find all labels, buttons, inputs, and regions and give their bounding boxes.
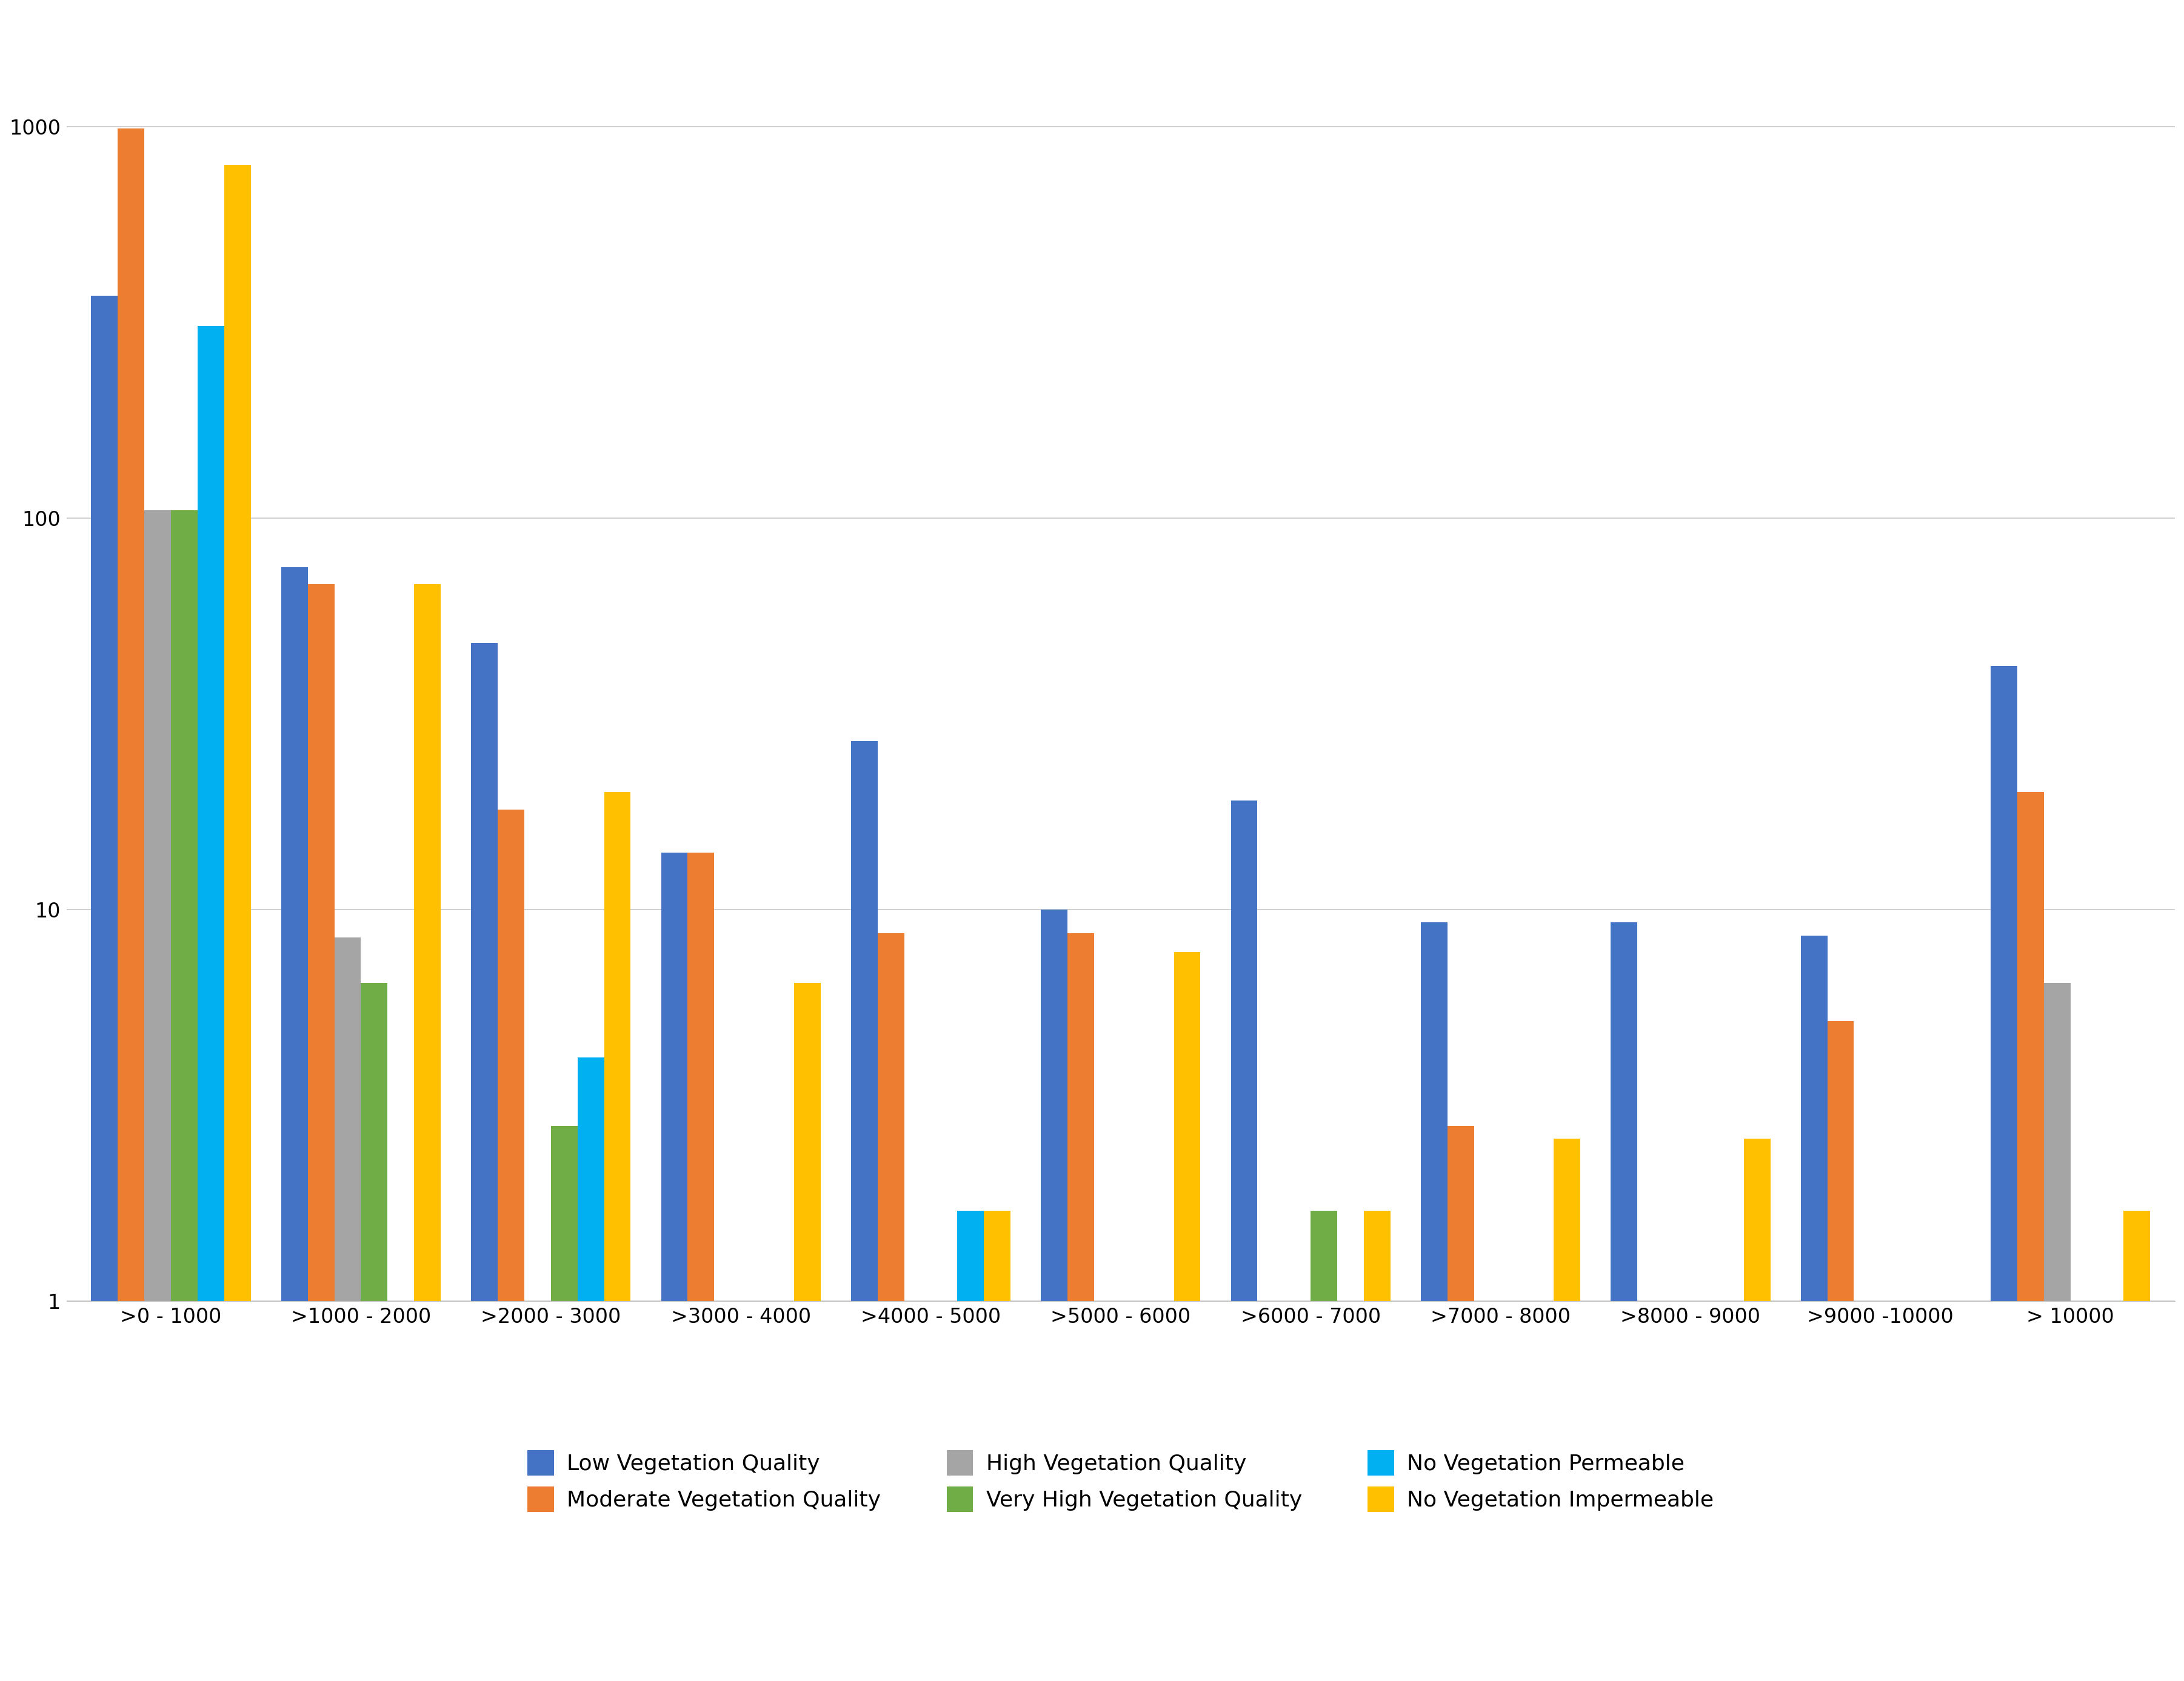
Bar [2018, 792, 2044, 1681]
Bar [605, 792, 631, 1681]
Bar [1448, 1126, 1474, 1681]
Bar [1042, 909, 1068, 1681]
Bar [2123, 1210, 2151, 1681]
Bar [498, 810, 524, 1681]
Bar [1173, 951, 1201, 1681]
Bar [1310, 1210, 1337, 1681]
Bar [1363, 1210, 1391, 1681]
Bar [852, 741, 878, 1681]
Bar [334, 938, 360, 1681]
Bar [1232, 800, 1258, 1681]
Bar [1802, 935, 1828, 1681]
Bar [550, 1126, 577, 1681]
Bar [1828, 1020, 1854, 1681]
Bar [878, 933, 904, 1681]
Bar [985, 1210, 1011, 1681]
Bar [415, 583, 441, 1681]
Legend: Low Vegetation Quality, Moderate Vegetation Quality, High Vegetation Quality, Ve: Low Vegetation Quality, Moderate Vegetat… [520, 1441, 1723, 1520]
Bar [308, 583, 334, 1681]
Bar [92, 296, 118, 1681]
Bar [472, 644, 498, 1681]
Bar [118, 129, 144, 1681]
Bar [957, 1210, 985, 1681]
Bar [577, 1057, 605, 1681]
Bar [1553, 1138, 1581, 1681]
Bar [225, 165, 251, 1681]
Bar [282, 566, 308, 1681]
Bar [688, 852, 714, 1681]
Bar [170, 509, 197, 1681]
Bar [1612, 923, 1638, 1681]
Bar [1422, 923, 1448, 1681]
Bar [1068, 933, 1094, 1681]
Bar [662, 852, 688, 1681]
Bar [360, 983, 387, 1681]
Bar [795, 983, 821, 1681]
Bar [1743, 1138, 1771, 1681]
Bar [2044, 983, 2070, 1681]
Bar [144, 509, 170, 1681]
Bar [197, 326, 225, 1681]
Bar [1990, 666, 2018, 1681]
